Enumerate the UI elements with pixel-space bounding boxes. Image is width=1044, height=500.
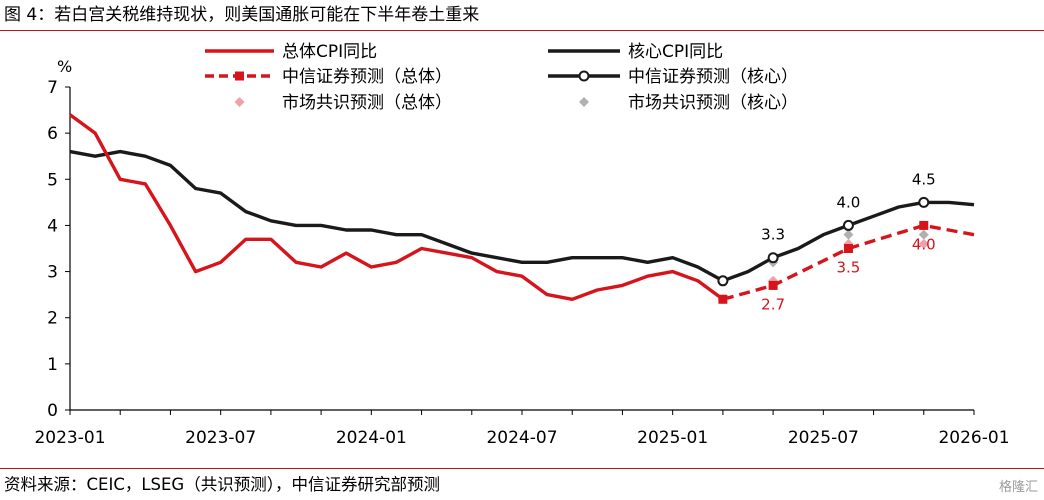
y-unit-label: % bbox=[57, 57, 72, 76]
series-headline-cpi-line bbox=[68, 113, 724, 301]
x-tick-label: 2024-07 bbox=[486, 428, 557, 448]
legend-label: 市场共识预测（核心） bbox=[628, 93, 798, 113]
y-tick-label: 7 bbox=[47, 78, 58, 98]
forecast-core-marker bbox=[767, 252, 779, 264]
data-label: 3.5 bbox=[837, 259, 861, 277]
consensus-core-marker bbox=[918, 229, 929, 240]
legend-marker bbox=[234, 97, 245, 107]
chart-title: 图 4：若白宫关税维持现状，则美国通胀可能在下半年卷土重来 bbox=[4, 5, 480, 25]
forecast-headline-marker bbox=[768, 280, 778, 290]
bottom-divider bbox=[0, 468, 1044, 469]
forecast-headline-marker bbox=[843, 244, 853, 253]
y-tick-label: 2 bbox=[47, 309, 58, 329]
y-tick-label: 1 bbox=[47, 355, 58, 375]
x-tick-label: 2024-01 bbox=[336, 428, 407, 448]
legend-label: 总体CPI同比 bbox=[282, 42, 377, 62]
data-label: 4.0 bbox=[837, 193, 861, 211]
legend-label: 市场共识预测（总体） bbox=[282, 93, 452, 113]
x-tick-label: 2023-01 bbox=[34, 428, 105, 448]
x-tick-label: 2026-01 bbox=[938, 428, 1009, 448]
legend-marker bbox=[235, 71, 244, 81]
forecast-core-marker bbox=[918, 196, 930, 208]
consensus-core-marker bbox=[843, 229, 854, 240]
y-tick-label: 5 bbox=[47, 170, 58, 190]
source-note: 资料来源：CEIC，LSEG（共识预测），中信证券研究部预测 bbox=[4, 475, 440, 494]
top-divider bbox=[0, 30, 1044, 31]
data-label: 4.0 bbox=[912, 235, 936, 253]
data-label: 2.7 bbox=[761, 295, 785, 313]
x-tick-label: 2025-07 bbox=[788, 428, 859, 448]
legend-marker bbox=[578, 70, 590, 82]
y-tick-label: 0 bbox=[47, 401, 58, 421]
legend-label: 核心CPI同比 bbox=[628, 42, 723, 62]
y-tick-label: 4 bbox=[47, 216, 58, 236]
data-label: 4.5 bbox=[912, 170, 936, 188]
watermark-logo: 格隆汇 bbox=[998, 480, 1038, 495]
forecast-headline-marker bbox=[718, 294, 728, 304]
series-forecast-headline-line bbox=[722, 223, 975, 301]
x-tick-label: 2025-01 bbox=[637, 428, 708, 448]
forecast-core-marker bbox=[842, 219, 854, 231]
y-tick-label: 3 bbox=[47, 263, 58, 283]
consensus-headline-marker bbox=[918, 238, 929, 249]
forecast-headline-marker bbox=[919, 220, 929, 230]
legend-label: 中信证券预测（总体） bbox=[282, 67, 452, 87]
legend-label: 中信证券预测（核心） bbox=[628, 67, 798, 87]
y-tick-label: 6 bbox=[47, 124, 58, 144]
data-label: 3.3 bbox=[761, 226, 785, 244]
series-core-cpi-line bbox=[69, 149, 975, 283]
forecast-core-marker bbox=[717, 275, 729, 287]
x-tick-label: 2023-07 bbox=[185, 428, 256, 448]
legend-marker bbox=[579, 97, 589, 107]
